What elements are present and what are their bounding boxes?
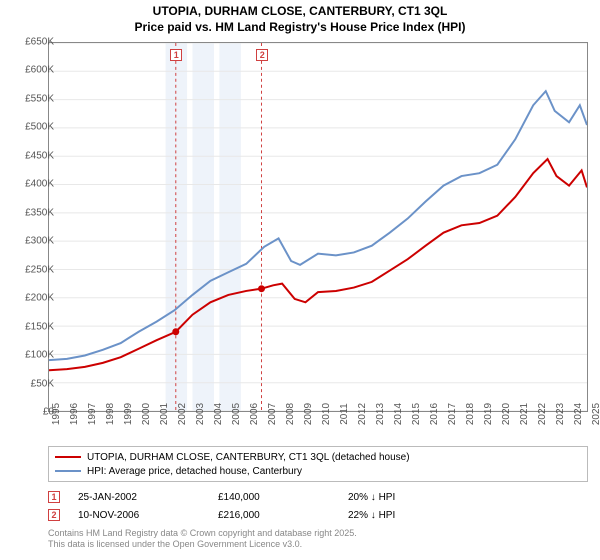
sale-date: 25-JAN-2002 xyxy=(78,492,218,503)
sale-price: £140,000 xyxy=(218,492,348,503)
sale-date: 10-NOV-2006 xyxy=(78,510,218,521)
legend-item: UTOPIA, DURHAM CLOSE, CANTERBURY, CT1 3Q… xyxy=(55,450,581,464)
x-tick-label: 2000 xyxy=(141,403,152,425)
x-tick-label: 2004 xyxy=(213,403,224,425)
x-tick-label: 2002 xyxy=(177,403,188,425)
legend-box: UTOPIA, DURHAM CLOSE, CANTERBURY, CT1 3Q… xyxy=(48,446,588,482)
x-tick-label: 2019 xyxy=(483,403,494,425)
x-tick-label: 2001 xyxy=(159,403,170,425)
x-tick-label: 2018 xyxy=(465,403,476,425)
y-tick-label: £550K xyxy=(10,93,54,104)
y-tick-label: £200K xyxy=(10,293,54,304)
y-tick-label: £0 xyxy=(10,407,54,418)
sale-marker-icon: 2 xyxy=(48,509,60,521)
x-tick-label: 2020 xyxy=(501,403,512,425)
x-tick-label: 2005 xyxy=(231,403,242,425)
x-tick-label: 2003 xyxy=(195,403,206,425)
legend-label: HPI: Average price, detached house, Cant… xyxy=(87,466,302,477)
sale-row: 1 25-JAN-2002 £140,000 20% ↓ HPI xyxy=(48,488,588,506)
credits-line2: This data is licensed under the Open Gov… xyxy=(48,539,357,550)
x-tick-label: 2017 xyxy=(447,403,458,425)
y-tick-label: £50K xyxy=(10,378,54,389)
x-tick-label: 2024 xyxy=(573,403,584,425)
x-tick-label: 2016 xyxy=(429,403,440,425)
x-tick-label: 2007 xyxy=(267,403,278,425)
legend-item: HPI: Average price, detached house, Cant… xyxy=(55,464,581,478)
y-tick-label: £650K xyxy=(10,37,54,48)
y-tick-label: £250K xyxy=(10,264,54,275)
x-tick-label: 2009 xyxy=(303,403,314,425)
x-tick-label: 2014 xyxy=(393,403,404,425)
x-tick-label: 2023 xyxy=(555,403,566,425)
x-tick-label: 1997 xyxy=(87,403,98,425)
sale-price: £216,000 xyxy=(218,510,348,521)
y-tick-label: £300K xyxy=(10,236,54,247)
y-tick-label: £450K xyxy=(10,150,54,161)
sale-marker-icon: 1 xyxy=(48,491,60,503)
chart-svg xyxy=(49,43,587,411)
y-tick-label: £350K xyxy=(10,207,54,218)
x-tick-label: 1995 xyxy=(51,403,62,425)
y-tick-label: £400K xyxy=(10,179,54,190)
sale-pct: 20% ↓ HPI xyxy=(348,492,468,503)
sales-table: 1 25-JAN-2002 £140,000 20% ↓ HPI 2 10-NO… xyxy=(48,488,588,524)
x-tick-label: 2013 xyxy=(375,403,386,425)
page-title-line2: Price paid vs. HM Land Registry's House … xyxy=(0,20,600,36)
sale-pct: 22% ↓ HPI xyxy=(348,510,468,521)
page-title-line1: UTOPIA, DURHAM CLOSE, CANTERBURY, CT1 3Q… xyxy=(0,4,600,20)
x-tick-label: 2022 xyxy=(537,403,548,425)
x-tick-label: 1998 xyxy=(105,403,116,425)
x-tick-label: 1999 xyxy=(123,403,134,425)
sale-row: 2 10-NOV-2006 £216,000 22% ↓ HPI xyxy=(48,506,588,524)
credits-line1: Contains HM Land Registry data © Crown c… xyxy=(48,528,357,539)
sale-marker-2: 2 xyxy=(256,49,268,61)
y-tick-label: £500K xyxy=(10,122,54,133)
x-tick-label: 2010 xyxy=(321,403,332,425)
x-tick-label: 1996 xyxy=(69,403,80,425)
y-tick-label: £600K xyxy=(10,65,54,76)
x-tick-label: 2012 xyxy=(357,403,368,425)
x-tick-label: 2021 xyxy=(519,403,530,425)
credits: Contains HM Land Registry data © Crown c… xyxy=(48,528,357,551)
y-tick-label: £100K xyxy=(10,350,54,361)
x-tick-label: 2006 xyxy=(249,403,260,425)
sale-marker-1: 1 xyxy=(170,49,182,61)
y-tick-label: £150K xyxy=(10,321,54,332)
legend-label: UTOPIA, DURHAM CLOSE, CANTERBURY, CT1 3Q… xyxy=(87,452,410,463)
x-tick-label: 2008 xyxy=(285,403,296,425)
chart-plot-area: 12 xyxy=(48,42,588,412)
x-tick-label: 2011 xyxy=(339,403,350,425)
x-tick-label: 2015 xyxy=(411,403,422,425)
x-tick-label: 2025 xyxy=(591,403,600,425)
